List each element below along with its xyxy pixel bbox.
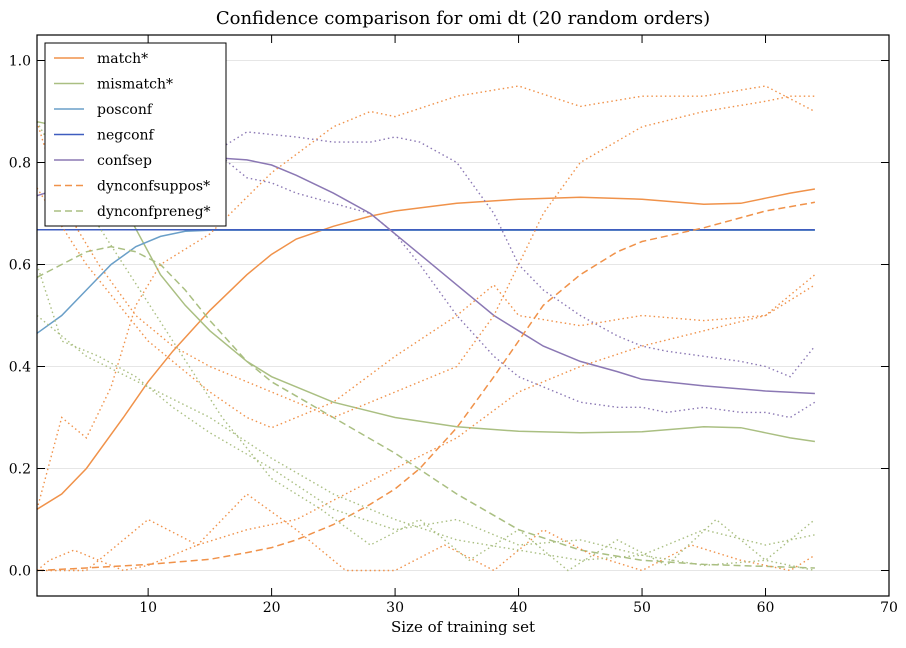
series-line-dynconfsuppos: [36, 201, 816, 572]
trial-line: [37, 493, 816, 572]
legend-label: confsep: [97, 153, 152, 169]
legend-label: mismatch*: [97, 77, 173, 93]
y-tick-label: 0.8: [9, 156, 31, 172]
legend-label: dynconfpreneg*: [97, 204, 211, 220]
x-tick-label: 60: [757, 600, 775, 616]
legend-label: negconf: [97, 128, 156, 144]
legend-label: posconf: [97, 102, 154, 118]
trial-line: [221, 131, 816, 378]
x-tick-label: 70: [880, 600, 898, 616]
series-line-dynconfpreneg: [36, 245, 815, 569]
legend-label: match*: [97, 51, 148, 67]
y-tick-label: 0.0: [9, 564, 31, 580]
x-tick-label: 30: [386, 600, 404, 616]
trial-line: [221, 156, 816, 419]
x-tick-label: 10: [139, 600, 157, 616]
y-tick-label: 0.2: [9, 462, 31, 478]
x-tick-label: 40: [510, 600, 528, 616]
legend: match* mismatch* posconf negconf confsep dync…: [44, 42, 227, 227]
chart-title: Confidence comparison for omi dt (20 ran…: [216, 8, 710, 29]
trial-line: [36, 274, 816, 572]
y-tick-label: 0.4: [9, 360, 31, 376]
x-axis-label: Size of training set: [391, 618, 535, 636]
x-tick-label: 20: [263, 600, 281, 616]
series-line-match: [36, 188, 816, 510]
trial-line: [36, 187, 816, 429]
y-tick-label: 1.0: [9, 54, 31, 70]
trial-line: [36, 314, 816, 572]
trial-line: [36, 85, 816, 510]
series-line-posconf: [36, 229, 815, 334]
axis-layer: 0.0 0.2 0.4 0.6 0.8 1.0 10 20 30 40 50 60 70: [9, 35, 898, 616]
y-tick-label: 0.6: [9, 258, 31, 274]
plot-frame: [36, 34, 890, 597]
x-tick-label: 50: [633, 600, 651, 616]
trial-line: [36, 95, 815, 419]
trial-line: [36, 264, 816, 556]
legend-label: dynconfsuppos*: [97, 179, 210, 195]
